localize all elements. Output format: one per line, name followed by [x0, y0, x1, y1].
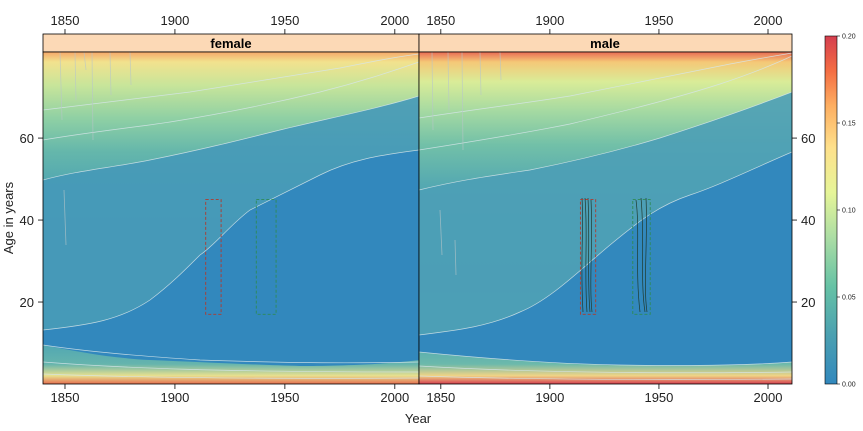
x-tick-label-bottom: 1900: [160, 390, 189, 405]
female-strip-label: female: [210, 36, 251, 51]
x-tick-label-top: 1950: [270, 13, 299, 28]
x-tick-label-top: 1900: [535, 13, 564, 28]
male-box-0: [579, 199, 597, 315]
female-spikes: [59, 52, 132, 246]
male-strip-label: male: [590, 36, 620, 51]
male-contours: [419, 52, 792, 380]
female-low-region: [43, 150, 419, 366]
x-tick-label-bottom: 2000: [380, 390, 409, 405]
male-low-region: [419, 152, 792, 366]
colorkey-tick-label: 0.20: [842, 34, 856, 41]
x-tick-label-top: 1850: [426, 13, 455, 28]
y-tick-label-left: 60: [20, 131, 34, 146]
x-tick-label-top: 1950: [644, 13, 673, 28]
male-box-1: [632, 199, 651, 315]
male-band: [419, 92, 792, 335]
x-tick-label-bottom: 2000: [754, 390, 783, 405]
male-spikes: [431, 52, 502, 276]
colorkey-bar: [824, 35, 838, 385]
female-box-1: [255, 199, 277, 315]
x-tick-label-bottom: 1850: [426, 390, 455, 405]
female-box-0: [205, 199, 222, 315]
colorkey-tick-label: 0.15: [842, 121, 856, 128]
y-tick-label-left: 40: [20, 213, 34, 228]
x-tick-label-top: 2000: [754, 13, 783, 28]
x-tick-label-bottom: 1950: [644, 390, 673, 405]
x-tick-label-bottom: 1950: [270, 390, 299, 405]
x-tick-label-bottom: 1900: [535, 390, 564, 405]
x-tick-label-top: 1850: [51, 13, 80, 28]
panel-female: female: [42, 33, 420, 385]
male-war-contours: [581, 197, 648, 313]
y-axis-title: Age in years: [1, 181, 16, 254]
panel-male: male: [418, 33, 793, 385]
y-tick-label-right: 60: [801, 131, 815, 146]
colorkey-tick-label: 0.05: [842, 295, 856, 302]
x-tick-label-top: 1900: [160, 13, 189, 28]
colorkey-tick-label: 0.00: [842, 382, 856, 389]
female-band: [43, 96, 419, 330]
y-tick-label-right: 20: [801, 295, 815, 310]
x-axis-title: Year: [405, 411, 432, 426]
x-tick-label-bottom: 1850: [51, 390, 80, 405]
x-tick-label-top: 2000: [380, 13, 409, 28]
male-plot-frame: [418, 51, 793, 385]
female-contours: [43, 53, 419, 379]
y-tick-label-right: 40: [801, 213, 815, 228]
colorkey-tick-label: 0.10: [842, 208, 856, 215]
y-tick-label-left: 20: [20, 295, 34, 310]
